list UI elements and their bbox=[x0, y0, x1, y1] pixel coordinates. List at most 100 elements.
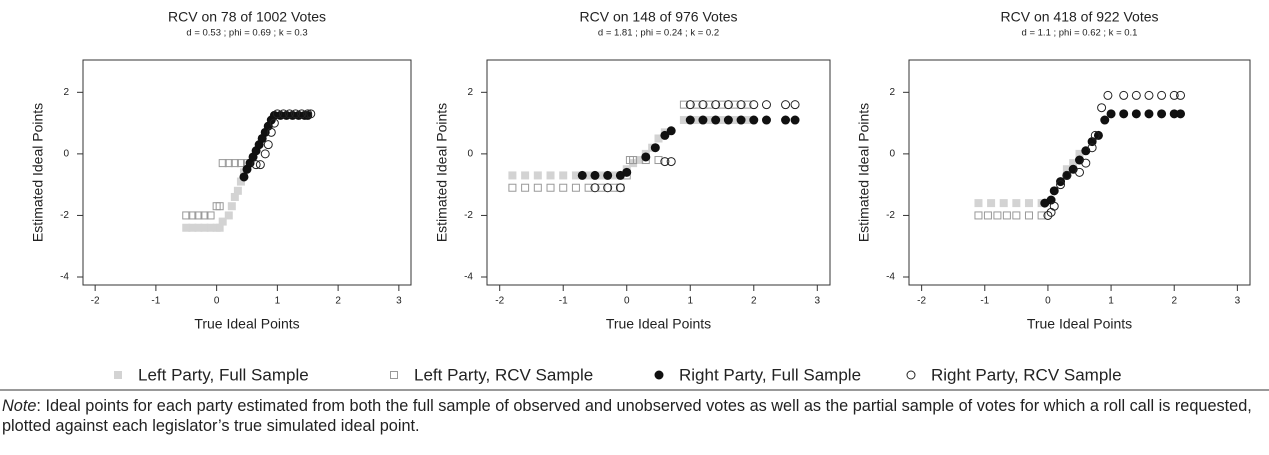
point bbox=[1103, 90, 1113, 100]
point bbox=[622, 167, 632, 177]
point bbox=[1144, 90, 1154, 100]
x-tick-label: 0 bbox=[214, 296, 220, 307]
point bbox=[603, 170, 613, 180]
chart-title: RCV on 148 of 976 Votes bbox=[580, 9, 738, 25]
y-tick-label: -2 bbox=[60, 210, 69, 221]
series: Right Party, Full Sample bbox=[1040, 109, 1186, 208]
point bbox=[224, 211, 233, 220]
chart-title: RCV on 418 of 922 Votes bbox=[1001, 9, 1159, 25]
y-axis-label: Estimated Ideal Points bbox=[856, 103, 872, 242]
point bbox=[188, 211, 197, 220]
series: Left Party, RCV Sample bbox=[974, 211, 1046, 220]
point bbox=[233, 186, 242, 195]
point bbox=[1119, 90, 1129, 100]
point bbox=[1043, 210, 1053, 220]
point bbox=[1131, 109, 1141, 119]
chart-subtitle: d = 1.81 ; phi = 0.24 ; k = 0.2 bbox=[598, 28, 719, 39]
y-tick-label: 2 bbox=[63, 87, 69, 98]
point bbox=[227, 202, 236, 211]
point bbox=[521, 183, 530, 192]
x-tick-label: 3 bbox=[815, 296, 821, 307]
y-tick-label: -4 bbox=[60, 272, 69, 283]
point bbox=[239, 172, 249, 182]
legend-marker bbox=[114, 371, 122, 379]
point bbox=[723, 115, 733, 125]
point bbox=[692, 100, 701, 109]
point bbox=[1097, 103, 1107, 113]
point bbox=[272, 109, 282, 119]
y-axis-label: Estimated Ideal Points bbox=[434, 103, 450, 242]
point bbox=[749, 115, 759, 125]
point bbox=[206, 211, 215, 220]
chart-subtitle: d = 0.53 ; phi = 0.69 ; k = 0.3 bbox=[186, 28, 307, 39]
x-tick-label: 3 bbox=[396, 296, 402, 307]
point bbox=[1056, 177, 1066, 187]
point bbox=[641, 152, 651, 162]
point bbox=[743, 100, 752, 109]
point bbox=[285, 109, 295, 119]
note: Note: Ideal points for each party estima… bbox=[2, 396, 1268, 436]
point bbox=[508, 171, 517, 180]
point bbox=[679, 100, 688, 109]
point bbox=[736, 115, 746, 125]
point bbox=[269, 118, 279, 128]
point bbox=[761, 100, 771, 110]
point bbox=[660, 130, 670, 140]
x-tick-label: 2 bbox=[335, 296, 341, 307]
point bbox=[303, 109, 313, 119]
point bbox=[571, 183, 580, 192]
point bbox=[278, 109, 288, 119]
point bbox=[1062, 170, 1072, 180]
point bbox=[1090, 130, 1100, 140]
point bbox=[1024, 211, 1033, 220]
point bbox=[1169, 90, 1179, 100]
point bbox=[660, 157, 670, 167]
point bbox=[306, 109, 316, 119]
point bbox=[590, 183, 600, 193]
point bbox=[1131, 90, 1141, 100]
point bbox=[974, 199, 983, 208]
note-text: : Ideal points for each party estimated … bbox=[2, 397, 1252, 435]
legend-marker bbox=[906, 370, 916, 380]
x-tick-label: 2 bbox=[1171, 296, 1177, 307]
x-tick-label: -2 bbox=[495, 296, 504, 307]
x-tick-label: -2 bbox=[91, 296, 100, 307]
point bbox=[610, 183, 619, 192]
point bbox=[790, 100, 800, 110]
point bbox=[1037, 211, 1046, 220]
point bbox=[1176, 90, 1186, 100]
point bbox=[218, 217, 227, 226]
y-tick-label: 2 bbox=[467, 87, 473, 98]
y-tick-label: -4 bbox=[886, 272, 895, 283]
x-axis-label: True Ideal Points bbox=[606, 316, 711, 332]
point bbox=[1106, 109, 1116, 119]
point bbox=[983, 211, 992, 220]
point bbox=[790, 115, 800, 125]
point bbox=[654, 156, 663, 165]
series: Right Party, RCV Sample bbox=[1043, 90, 1186, 220]
chart-title: RCV on 78 of 1002 Votes bbox=[168, 9, 326, 25]
point bbox=[1093, 130, 1103, 140]
point bbox=[291, 109, 301, 119]
x-tick-label: 1 bbox=[687, 296, 693, 307]
figure: RCV on 78 of 1002 Votes d = 0.53 ; phi = … bbox=[0, 9, 1269, 391]
plot-frame bbox=[82, 59, 412, 286]
x-tick-label: -1 bbox=[151, 296, 160, 307]
y-tick-label: 2 bbox=[889, 87, 895, 98]
point bbox=[597, 183, 606, 192]
chart-subtitle: d = 1.1 ; phi = 0.62 ; k = 0.1 bbox=[1022, 28, 1138, 39]
point bbox=[1049, 201, 1059, 211]
point bbox=[761, 115, 771, 125]
point bbox=[182, 211, 191, 220]
y-tick-label: 0 bbox=[467, 149, 473, 160]
point bbox=[685, 115, 695, 125]
y-tick-label: -2 bbox=[886, 210, 895, 221]
point bbox=[1087, 143, 1097, 153]
y-tick-label: -2 bbox=[464, 210, 473, 221]
point bbox=[698, 115, 708, 125]
x-axis-label: True Ideal Points bbox=[1027, 316, 1132, 332]
x-tick-label: -1 bbox=[559, 296, 568, 307]
series: Right Party, RCV Sample bbox=[590, 100, 800, 193]
point bbox=[577, 170, 587, 180]
point bbox=[718, 100, 727, 109]
